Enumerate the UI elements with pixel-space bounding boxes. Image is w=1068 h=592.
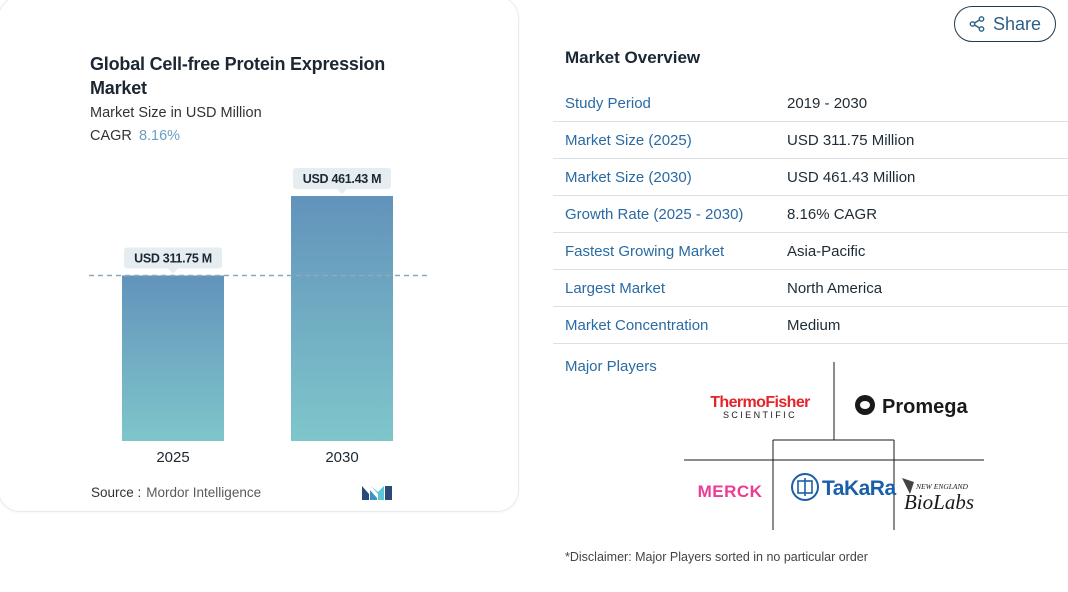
- bar-2025: [122, 275, 224, 441]
- overview-row-concentration: Market Concentration Medium: [553, 307, 1068, 344]
- takara-name: TaKaRa: [822, 477, 896, 500]
- takara-logo: TaKaRa: [791, 473, 897, 501]
- data-label-pointer-2030: [337, 189, 347, 194]
- major-players-title[interactable]: Major Players: [565, 358, 657, 375]
- overview-value: Medium: [787, 316, 841, 334]
- data-label-bg-2025: [124, 247, 222, 269]
- data-label-pointer-2025: [168, 268, 178, 274]
- overview-label[interactable]: Study Period: [565, 94, 651, 112]
- mordor-intelligence-logo: [362, 486, 392, 500]
- promega-name: Promega: [882, 396, 968, 418]
- neb-name: NEW ENGLAND: [915, 482, 968, 491]
- merck-name: MERCK: [698, 482, 763, 501]
- thermofisher-sub: SCIENTIFIC: [723, 410, 797, 420]
- overview-value: 2019 - 2030: [787, 94, 868, 112]
- overview-row-market-size-2025: Market Size (2025) USD 311.75 Million: [553, 122, 1068, 159]
- major-players-grid: ThermoFisher SCIENTIFIC Promega MERCK Ta…: [684, 362, 984, 530]
- cagr-value: 8.16%: [138, 128, 181, 144]
- overview-label[interactable]: Market Size (2030): [565, 168, 692, 186]
- chart-source: Source : Mordor Intelligence: [91, 485, 261, 500]
- overview-row-market-size-2030: Market Size (2030) USD 461.43 Million: [553, 159, 1068, 196]
- overview-label[interactable]: Largest Market: [565, 279, 666, 297]
- bar-chart: USD 311.75 M 2025 USD 461.43 M 2030: [89, 168, 430, 466]
- tick-label-2030: 2030: [325, 449, 358, 466]
- overview-value: USD 311.75 Million: [787, 131, 915, 149]
- thermofisher-name: ThermoFisher: [710, 394, 810, 411]
- overview-row-largest-market: Largest Market North America: [553, 270, 1068, 307]
- data-label-bg-2030: [293, 168, 391, 189]
- share-icon: [969, 16, 985, 32]
- source-label: Source :: [91, 485, 142, 500]
- cagr-label: CAGR: [90, 128, 132, 144]
- overview-label[interactable]: Market Size (2025): [565, 131, 692, 149]
- chart-card: [0, 0, 519, 512]
- neb-logo: NEW ENGLAND BioLabs: [902, 478, 974, 514]
- share-label: Share: [992, 13, 1042, 34]
- thermofisher-logo: ThermoFisher SCIENTIFIC: [710, 394, 810, 420]
- chart-cagr: CAGR 8.16%: [90, 128, 180, 144]
- overview-label[interactable]: Market Concentration: [565, 316, 709, 334]
- tick-label-2025: 2025: [156, 449, 189, 466]
- overview-row-study-period: Study Period 2019 - 2030: [553, 85, 1068, 122]
- chart-subtitle: Market Size in USD Million: [90, 105, 262, 121]
- market-overview-table: Study Period 2019 - 2030 Market Size (20…: [553, 85, 1068, 344]
- disclaimer-text: *Disclaimer: Major Players sorted in no …: [565, 550, 868, 564]
- source-value: Mordor Intelligence: [146, 485, 262, 500]
- overview-value: 8.16% CAGR: [787, 205, 878, 223]
- overview-row-growth-rate: Growth Rate (2025 - 2030) 8.16% CAGR: [553, 196, 1068, 233]
- data-label-2025: USD 311.75 M: [134, 251, 212, 265]
- promega-logo: Promega: [855, 395, 968, 418]
- data-label-2030: USD 461.43 M: [303, 172, 381, 186]
- overview-label[interactable]: Fastest Growing Market: [565, 242, 725, 260]
- overview-row-fastest-growing: Fastest Growing Market Asia-Pacific: [553, 233, 1068, 270]
- overview-label[interactable]: Growth Rate (2025 - 2030): [565, 205, 744, 223]
- market-overview-title: Market Overview: [565, 48, 701, 67]
- neb-sub: BioLabs: [904, 490, 974, 514]
- chart-title: Global Cell-free Protein Expression Mark…: [90, 54, 386, 98]
- merck-logo: MERCK: [698, 482, 763, 501]
- overview-value: North America: [787, 279, 883, 297]
- overview-value: Asia-Pacific: [787, 242, 866, 260]
- bar-2030: [291, 196, 393, 441]
- overview-value: USD 461.43 Million: [787, 168, 916, 186]
- share-button[interactable]: Share: [954, 6, 1056, 42]
